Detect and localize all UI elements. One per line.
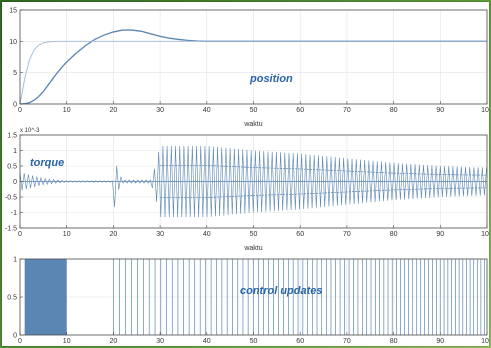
- x-tick-label: 90: [436, 338, 444, 345]
- x-tick-label: 70: [343, 107, 351, 114]
- series-dense-updates: [24, 259, 67, 335]
- x-tick-label: 80: [390, 107, 398, 114]
- x-tick-label: 100: [481, 107, 489, 114]
- x-tick-label: 20: [110, 231, 118, 238]
- x-tick-label: 40: [203, 231, 211, 238]
- y-tick-label: 10: [9, 39, 17, 46]
- chart-panel-2: 0 10 20 30 40 50 60 70 80 90 100 -1.5 -1 -0.5 0 0.5 1 1.5…: [5, 128, 489, 252]
- x-tick-label: 60: [296, 338, 304, 345]
- x-tick-label: 0: [18, 338, 22, 345]
- y-tick-label: 0: [13, 102, 17, 109]
- series-envelope-upper: [160, 165, 488, 176]
- x-tick-label: 10: [63, 231, 71, 238]
- series-torque-oscillation: [19, 145, 487, 218]
- x-tick-label: 10: [63, 107, 71, 114]
- chart-annotation: position: [249, 73, 293, 85]
- x-tick-label: 50: [250, 338, 258, 345]
- x-tick-label: 50: [250, 107, 258, 114]
- x-tick-label: 60: [296, 107, 304, 114]
- x-tick-label: 90: [436, 107, 444, 114]
- x-tick-label: 80: [390, 231, 398, 238]
- x-tick-label: 20: [110, 338, 118, 345]
- x-axis-label: waktu: [243, 121, 262, 128]
- series-line-2: [19, 40, 487, 105]
- chart-annotation: torque: [30, 157, 64, 169]
- x-tick-label: 90: [436, 231, 444, 238]
- x-tick-label: 80: [390, 338, 398, 345]
- x-tick-label: 30: [156, 338, 164, 345]
- y-tick-label: -1.5: [5, 226, 17, 233]
- x-tick-label: 20: [110, 107, 118, 114]
- y-tick-label: 5: [13, 70, 17, 77]
- y-tick-label: 15: [9, 8, 17, 15]
- chart-panel-3: 0 10 20 30 40 50 60 70 80 90 100 0 0.5 1 control updat…: [7, 257, 489, 346]
- y-tick-label: 0.5: [7, 295, 17, 302]
- x-tick-label: 30: [156, 231, 164, 238]
- x-tick-label: 50: [250, 231, 258, 238]
- x-tick-label: 100: [481, 338, 489, 345]
- y-tick-label: 0.5: [7, 164, 17, 171]
- chart-annotation: control updates: [240, 285, 323, 297]
- y-tick-label: -0.5: [5, 195, 17, 202]
- y-exponent-label: x 10^-3: [20, 128, 40, 134]
- y-tick-label: 1: [13, 148, 17, 155]
- x-tick-label: 0: [18, 231, 22, 238]
- x-tick-label: 40: [203, 338, 211, 345]
- x-tick-label: 70: [343, 231, 351, 238]
- x-tick-label: 70: [343, 338, 351, 345]
- y-tick-label: -1: [11, 210, 17, 217]
- y-tick-label: 1.5: [7, 133, 17, 140]
- x-axis-label: waktu: [243, 245, 262, 252]
- chart-panel-1: 0 10 20 30 40 50 60 70 80 90 100 0 5 10 15 waktu positio…: [9, 8, 489, 129]
- x-tick-label: 60: [296, 231, 304, 238]
- x-tick-label: 100: [481, 231, 489, 238]
- series-envelope-lower: [160, 187, 488, 198]
- x-tick-label: 0: [18, 107, 22, 114]
- y-tick-label: 0: [13, 333, 17, 340]
- x-tick-label: 30: [156, 107, 164, 114]
- y-tick-label: 0: [13, 179, 17, 186]
- x-tick-label: 40: [203, 107, 211, 114]
- y-tick-label: 1: [13, 257, 17, 264]
- x-tick-label: 10: [63, 338, 71, 345]
